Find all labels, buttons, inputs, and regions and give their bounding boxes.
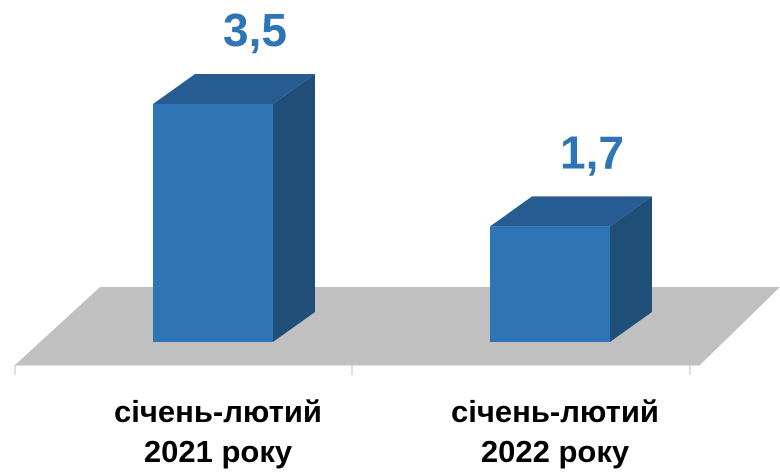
x-tick-label: січень-лютий 2021 року	[114, 394, 322, 469]
value-label: 1,7	[560, 127, 624, 179]
bar-side	[610, 196, 652, 342]
bar-top	[153, 74, 315, 104]
value-label: 3,5	[223, 4, 287, 56]
bar-top	[490, 196, 652, 227]
floor	[15, 287, 780, 365]
x-tick-label: січень-лютий 2022 року	[451, 394, 659, 469]
bar	[153, 104, 273, 342]
bar	[490, 226, 610, 342]
bar-side	[273, 74, 315, 342]
